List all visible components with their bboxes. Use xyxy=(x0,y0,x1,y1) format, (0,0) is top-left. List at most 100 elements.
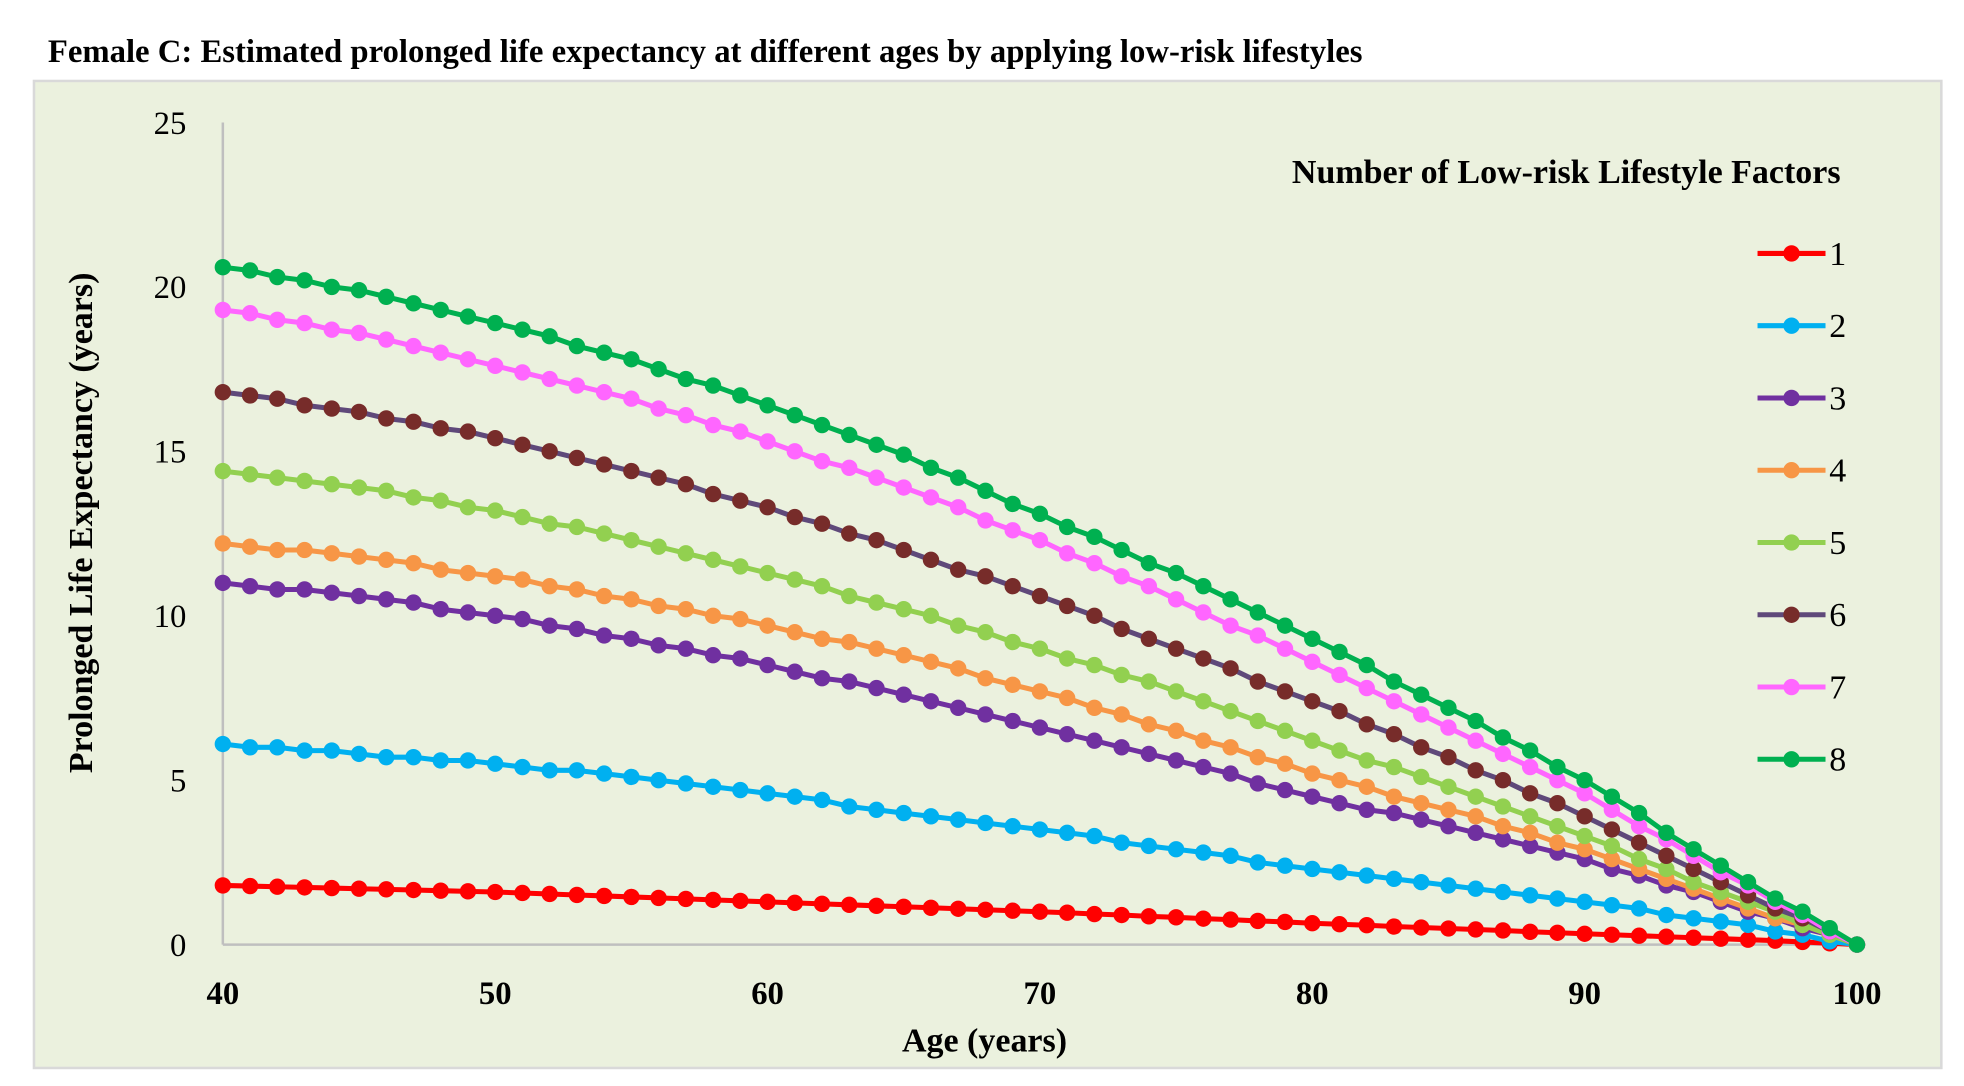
data-point xyxy=(677,890,695,908)
data-point xyxy=(568,581,586,598)
data-point xyxy=(1685,929,1702,946)
data-point xyxy=(487,607,504,624)
data-point xyxy=(759,397,776,414)
data-point xyxy=(650,637,667,654)
data-point xyxy=(895,601,912,618)
data-point xyxy=(1004,577,1021,595)
data-point xyxy=(759,893,776,911)
data-point xyxy=(1358,867,1375,884)
data-point xyxy=(214,877,232,894)
data-point xyxy=(214,259,232,276)
x-tick-label: 80 xyxy=(1296,976,1329,1012)
data-point xyxy=(1576,925,1593,942)
data-point xyxy=(1004,676,1021,694)
data-point xyxy=(241,877,259,895)
legend-item-2: 2 xyxy=(1757,308,1846,345)
data-point xyxy=(487,568,504,585)
data-point xyxy=(1685,910,1702,927)
data-point xyxy=(568,518,586,536)
data-point xyxy=(1304,653,1321,670)
data-point xyxy=(1494,772,1512,789)
data-point xyxy=(350,282,368,299)
data-point xyxy=(1140,554,1158,572)
data-point xyxy=(269,390,286,407)
data-point xyxy=(895,479,912,496)
legend: 1 2 3 4 5 6 7 8 xyxy=(1757,236,1846,779)
data-point xyxy=(1658,860,1675,878)
data-point xyxy=(623,888,640,906)
legend-label: 7 xyxy=(1829,669,1846,706)
data-point xyxy=(623,768,640,786)
data-point xyxy=(1113,906,1130,924)
data-point xyxy=(623,462,640,480)
data-point xyxy=(895,446,912,463)
data-point xyxy=(1385,870,1403,888)
data-point xyxy=(841,459,858,476)
data-point xyxy=(541,443,558,460)
data-point xyxy=(1521,887,1539,904)
data-point xyxy=(1603,926,1621,943)
legend-item-1: 1 xyxy=(1757,236,1846,273)
data-point xyxy=(269,469,286,486)
data-point xyxy=(269,878,286,895)
data-point xyxy=(623,531,640,549)
data-point xyxy=(813,670,831,687)
data-point xyxy=(1140,577,1158,595)
data-point xyxy=(378,410,395,427)
data-point xyxy=(868,897,885,914)
data-point xyxy=(1113,706,1130,723)
data-point xyxy=(1603,837,1621,855)
y-tick-label: 0 xyxy=(170,928,186,964)
data-point xyxy=(1521,742,1539,759)
data-point xyxy=(323,545,340,562)
data-point xyxy=(950,561,967,578)
data-point xyxy=(1031,821,1049,838)
data-point xyxy=(269,541,286,559)
data-point xyxy=(1113,666,1130,684)
data-point xyxy=(1385,673,1403,690)
x-tick-label: 60 xyxy=(751,976,784,1012)
data-point xyxy=(1494,729,1512,746)
data-point xyxy=(732,781,749,799)
data-point xyxy=(623,390,640,407)
data-point xyxy=(1276,617,1294,634)
legend-marker xyxy=(1783,751,1800,768)
data-point xyxy=(922,459,940,476)
data-point xyxy=(1331,702,1348,720)
data-point xyxy=(1195,758,1212,776)
data-point xyxy=(1630,927,1648,944)
x-tick-label: 100 xyxy=(1832,976,1881,1012)
data-point xyxy=(568,762,586,779)
data-point xyxy=(1385,693,1403,710)
data-point xyxy=(1249,775,1266,792)
data-point xyxy=(1467,732,1484,749)
data-point xyxy=(514,321,531,338)
data-point xyxy=(922,693,940,710)
data-point xyxy=(650,469,667,486)
series-7 xyxy=(214,301,1866,953)
x-tick-label: 90 xyxy=(1568,976,1601,1012)
data-point xyxy=(1167,909,1185,926)
data-point xyxy=(950,617,967,634)
data-point xyxy=(514,508,531,526)
data-point xyxy=(296,879,313,896)
legend-label: 3 xyxy=(1829,380,1846,417)
data-point xyxy=(350,479,368,496)
data-point xyxy=(1086,732,1103,749)
data-point xyxy=(296,314,313,332)
data-point xyxy=(1058,545,1076,562)
data-point xyxy=(1304,630,1321,647)
data-point xyxy=(296,397,313,414)
data-point xyxy=(1358,917,1375,934)
data-point xyxy=(1658,824,1675,841)
data-point xyxy=(378,881,395,898)
data-point xyxy=(1603,788,1621,805)
data-point xyxy=(1494,745,1512,763)
data-point xyxy=(541,328,558,345)
data-point xyxy=(1167,564,1185,582)
data-point xyxy=(1685,860,1702,878)
data-point xyxy=(1794,903,1811,920)
data-point xyxy=(1494,883,1512,901)
data-point xyxy=(1521,837,1539,855)
data-point xyxy=(1494,922,1512,939)
